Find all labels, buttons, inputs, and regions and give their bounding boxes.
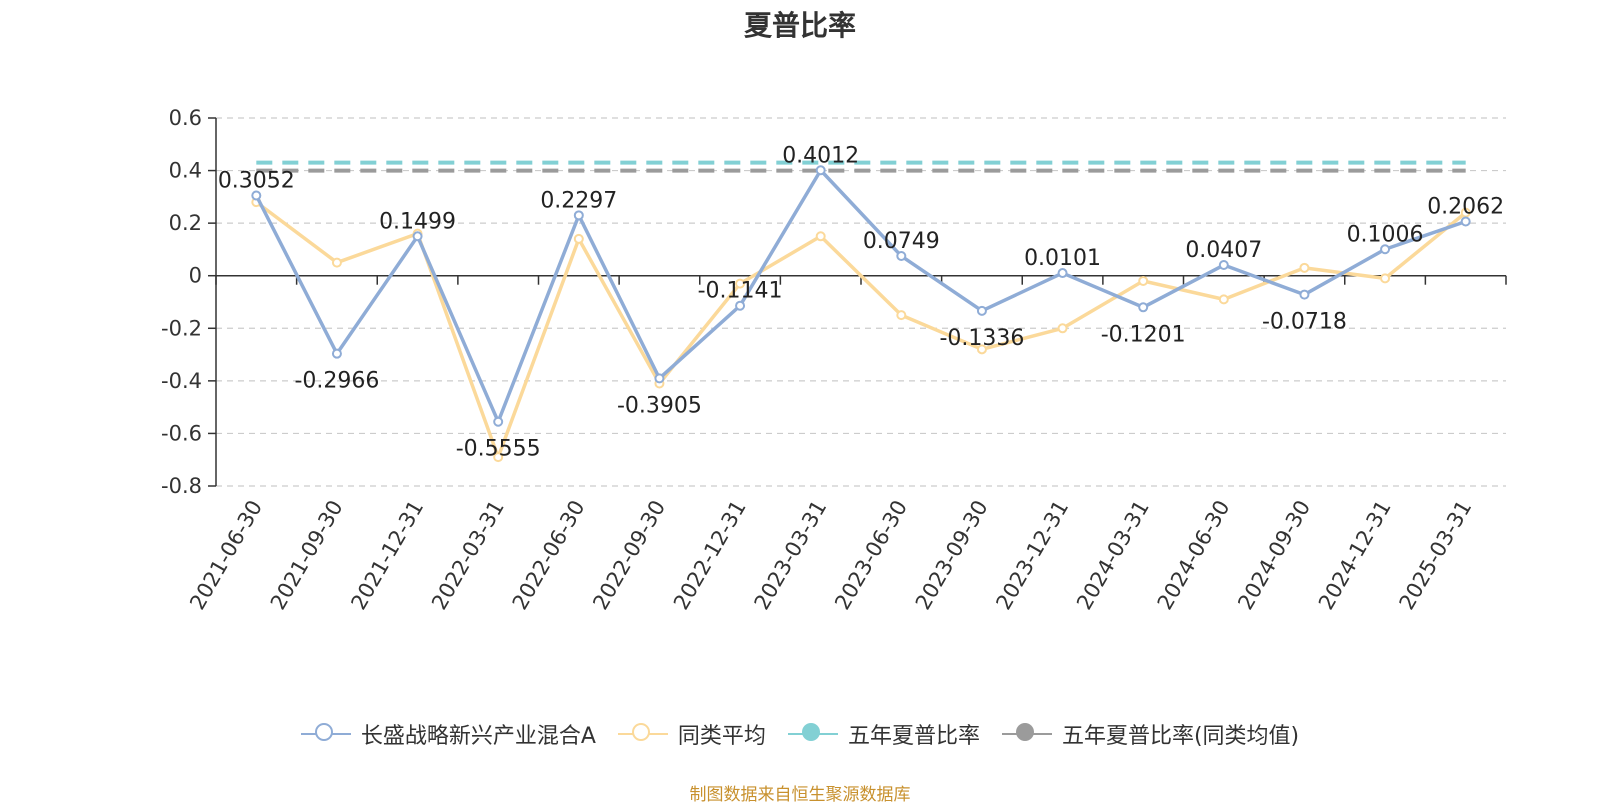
peer-average-point <box>1218 294 1229 305</box>
fund-point <box>573 210 584 221</box>
fund-point <box>493 416 504 427</box>
data-label: -0.5555 <box>456 437 541 462</box>
y-tick-label: -0.6 <box>161 421 202 445</box>
data-label: 0.1499 <box>379 209 456 234</box>
data-label: -0.2966 <box>294 369 379 394</box>
data-label: 0.0101 <box>1024 246 1101 271</box>
data-label: -0.3905 <box>617 393 702 418</box>
fund-point <box>896 251 907 262</box>
data-labels: 0.3052 -0.2966 0.1499 -0.5555 0.2297 -0.3905 -… <box>218 143 1504 461</box>
fund-point <box>1299 289 1310 300</box>
peer-average-line <box>255 200 1467 459</box>
data-label: 0.0407 <box>1185 238 1262 263</box>
x-tick-label: 2023-12-31 <box>991 496 1073 614</box>
data-label: 0.3052 <box>218 168 295 193</box>
x-tick-label: 2024-06-30 <box>1153 496 1235 614</box>
fund-point <box>251 190 262 201</box>
peer-average-point <box>815 231 826 242</box>
peer-average-point <box>1138 275 1149 286</box>
x-tick-label: 2021-06-30 <box>185 496 267 614</box>
y-tick-label: 0.2 <box>169 211 202 235</box>
peer-average-point <box>1299 262 1310 273</box>
peer-average-point <box>1380 273 1391 284</box>
data-label: 0.2297 <box>540 188 617 213</box>
peer-average-point <box>493 452 504 463</box>
y-tick-label: -0.4 <box>161 369 202 393</box>
x-tick-label: 2023-06-30 <box>830 496 912 614</box>
fund-line <box>254 168 1467 424</box>
x-tick-label: 2022-12-31 <box>669 496 751 614</box>
fund-point <box>976 305 987 316</box>
legend-five-year-peer-icon <box>1001 722 1052 746</box>
data-label: 0.1006 <box>1347 222 1424 247</box>
x-tick-label: 2022-09-30 <box>588 496 670 614</box>
x-tick-label: 2024-03-31 <box>1072 496 1154 614</box>
x-tick-label: 2022-06-30 <box>508 496 590 614</box>
fund-point <box>1138 302 1149 313</box>
fund-point <box>654 373 665 384</box>
y-tick-label: -0.2 <box>161 316 202 340</box>
x-tick-label: 2025-03-31 <box>1395 496 1477 614</box>
legend-peer-label: 同类平均 <box>677 724 766 749</box>
fund-point <box>1057 268 1068 279</box>
fund-point <box>815 165 826 176</box>
chart-title: 夏普比率 <box>743 9 856 42</box>
legend-item-five-year-peer[interactable]: 五年夏普比率(同类均值) <box>1001 718 1300 750</box>
legend-peer-icon <box>617 722 668 746</box>
peer-average-point <box>331 257 342 268</box>
fund-point <box>412 231 423 242</box>
series-lines <box>251 165 1471 463</box>
reference-lines <box>256 160 1466 173</box>
data-label: 0.0749 <box>863 229 940 254</box>
y-tick-label: 0.6 <box>169 106 202 130</box>
legend: 长盛战略新兴产业混合A 同类平均 五年夏普比率 五年夏普比率(同类均值) <box>0 718 1600 750</box>
data-label: -0.1141 <box>698 279 783 304</box>
fund-point <box>1218 260 1229 271</box>
data-label: 0.4012 <box>782 143 859 168</box>
peer-average-point <box>976 344 987 355</box>
peer-average-point <box>896 310 907 321</box>
data-label: -0.1201 <box>1101 322 1186 347</box>
y-tick-label: 0 <box>189 264 202 288</box>
fund-point <box>1380 244 1391 255</box>
fund-point <box>331 348 342 359</box>
peer-average-point <box>573 233 584 244</box>
legend-five-year-label: 五年夏普比率 <box>847 724 980 749</box>
y-tick-label: 0.4 <box>169 159 202 183</box>
x-tick-label: 2021-09-30 <box>266 496 348 614</box>
x-tick-label: 2021-12-31 <box>346 496 428 614</box>
peer-average-point <box>1057 323 1068 334</box>
legend-five-year-peer-label: 五年夏普比率(同类均值) <box>1061 724 1300 749</box>
legend-item-fund[interactable]: 长盛战略新兴产业混合A <box>300 718 596 750</box>
data-label: 0.2062 <box>1427 195 1504 220</box>
legend-item-peer[interactable]: 同类平均 <box>617 718 766 750</box>
y-tick-label: -0.8 <box>161 474 202 498</box>
grid-lines <box>216 117 1506 487</box>
peer-average-point <box>735 278 746 289</box>
legend-fund-label: 长盛战略新兴产业混合A <box>360 724 596 749</box>
legend-item-five-year[interactable]: 五年夏普比率 <box>787 718 980 750</box>
fund-point <box>735 300 746 311</box>
x-tick-label: 2024-12-31 <box>1314 496 1396 614</box>
fund-point <box>1460 216 1471 227</box>
x-tick-label: 2022-03-31 <box>427 496 509 614</box>
x-tick-label: 2023-03-31 <box>750 496 832 614</box>
legend-fund-icon <box>300 722 351 746</box>
data-label: -0.0718 <box>1262 310 1347 335</box>
x-tick-label: 2024-09-30 <box>1233 496 1315 614</box>
data-source-note: 制图数据来自恒生聚源数据库 <box>689 785 911 805</box>
x-tick-label: 2023-09-30 <box>911 496 993 614</box>
data-label: -0.1336 <box>939 326 1024 351</box>
legend-five-year-icon <box>787 722 838 746</box>
